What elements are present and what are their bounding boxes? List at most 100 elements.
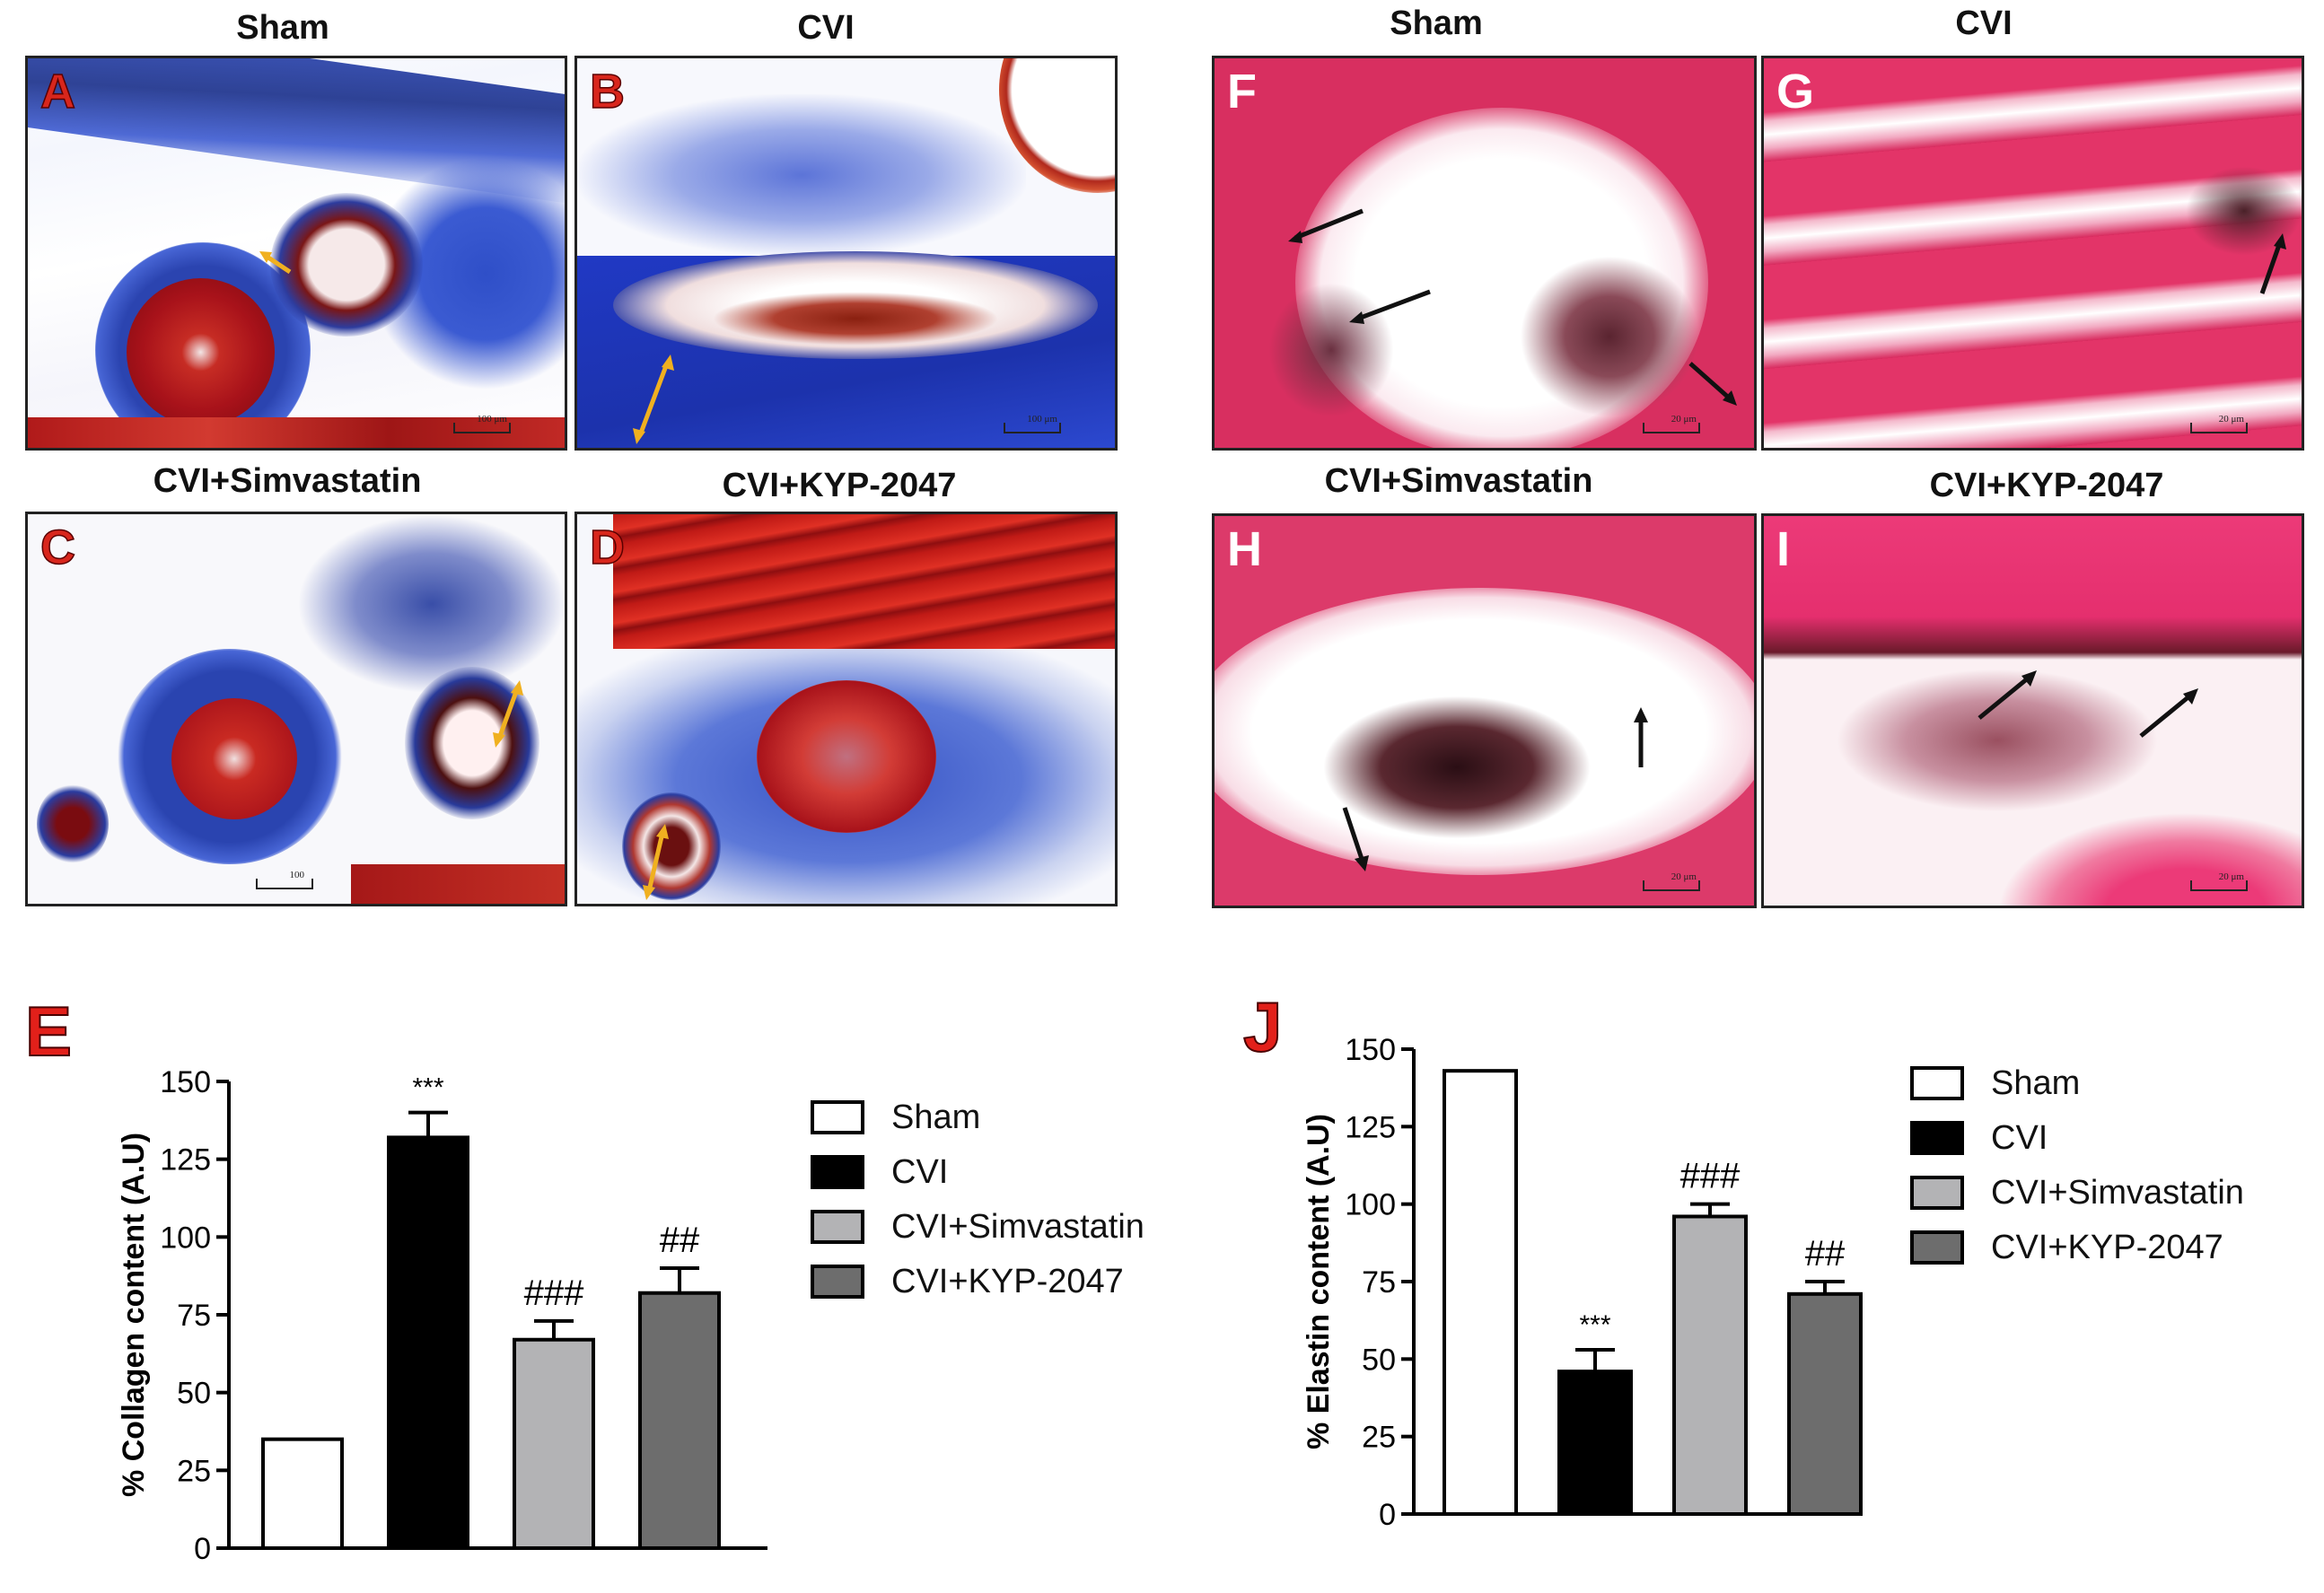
collagen-band — [297, 514, 565, 694]
y-tick-label: 25 — [177, 1454, 211, 1488]
collagen-band — [577, 94, 1026, 256]
arrow-head — [656, 824, 669, 839]
elastin-arrow — [1978, 676, 2030, 720]
arrow-overlay — [259, 251, 292, 275]
y-tick-label: 125 — [160, 1143, 211, 1177]
significance-label: *** — [412, 1073, 443, 1103]
scale-bar — [2190, 423, 2248, 433]
legend-label: CVI — [1991, 1119, 2048, 1157]
small-vessel — [37, 783, 109, 864]
muscle-band — [613, 514, 1115, 667]
y-tick-label: 50 — [177, 1377, 211, 1411]
legend-swatch — [1910, 1176, 1964, 1210]
panel-letter-a: A — [39, 65, 76, 118]
y-tick-label: 0 — [1379, 1498, 1396, 1532]
legend-label: CVI+KYP-2047 — [1991, 1229, 2223, 1266]
bar — [387, 1135, 469, 1550]
collagen-thickness-arrow — [637, 363, 670, 436]
micrograph-a: A 100 μm — [25, 56, 567, 451]
elastin-chart: 0 25 50 75 100 125 150 % Elastin content (A.U) *… — [1302, 1033, 2244, 1532]
scale-bar — [1643, 423, 1700, 433]
legend-label: CVI+Simvastatin — [1991, 1174, 2244, 1212]
bar — [1443, 1069, 1518, 1516]
bar — [1787, 1291, 1863, 1516]
vein-wall — [270, 193, 423, 337]
y-tick-label: 150 — [160, 1065, 211, 1099]
blood-cells — [1268, 283, 1394, 417]
significance-label: *** — [1579, 1310, 1610, 1340]
elastin-arrow — [2259, 241, 2283, 294]
elastin-arrow — [1294, 208, 1364, 241]
elastin-arrow — [1688, 362, 1732, 401]
panel-letter-f: F — [1227, 65, 1257, 118]
legend-swatch — [811, 1210, 864, 1244]
panel-a-title: Sham — [236, 9, 329, 47]
arrow-head — [1634, 707, 1648, 722]
y-tick-label: 50 — [1362, 1343, 1396, 1377]
micrograph-g: G 20 μm — [1761, 56, 2304, 451]
scale-bar — [453, 423, 511, 433]
arrow-head — [2021, 670, 2037, 687]
scale-bar — [1643, 880, 1700, 891]
bar — [261, 1437, 344, 1550]
y-axis-label: % Collagen content (A.U) — [117, 1133, 151, 1497]
legend-swatch — [811, 1100, 864, 1134]
scale-label: 20 μm — [2218, 871, 2244, 882]
vessel-wall — [1764, 516, 2302, 660]
panel-f-title: Sham — [1390, 4, 1483, 42]
arrow-head — [2183, 688, 2198, 705]
panel-i-title: CVI+KYP-2047 — [1929, 467, 2164, 504]
scale-bar — [256, 879, 313, 889]
panel-c-title: CVI+Simvastatin — [153, 462, 422, 500]
bar — [513, 1337, 595, 1550]
arrow-head — [1355, 855, 1369, 871]
blood-cells — [1836, 669, 2159, 812]
panel-letter-b: B — [589, 65, 626, 118]
y-tick-label: 75 — [177, 1299, 211, 1333]
significance-label: ### — [524, 1274, 584, 1313]
legend-label: CVI+Simvastatin — [891, 1208, 1144, 1246]
arrow-overlay — [1978, 670, 2198, 738]
arrow-head — [493, 732, 505, 748]
scale-label: 20 μm — [1671, 414, 1697, 425]
panel-d-title: CVI+KYP-2047 — [722, 467, 957, 504]
panel-b-title: CVI — [797, 9, 855, 47]
arrow-overlay — [633, 354, 674, 444]
red-cells — [712, 292, 999, 346]
bar — [638, 1291, 721, 1550]
micrograph-h: H 20 μm — [1212, 513, 1757, 908]
legend-label: CVI — [891, 1153, 948, 1191]
y-tick-label: 100 — [1345, 1188, 1396, 1222]
scale-label: 20 μm — [1671, 871, 1697, 882]
micrograph-d: D — [574, 512, 1118, 906]
scale-label: 100 μm — [477, 414, 507, 425]
legend-swatch — [811, 1155, 864, 1189]
arrow-overlay — [1342, 707, 1648, 871]
blood-cells — [1520, 256, 1699, 417]
panel-letter-h: H — [1227, 522, 1262, 576]
arrow-head — [511, 680, 523, 696]
bar — [1672, 1214, 1748, 1516]
y-axis-label: % Elastin content (A.U) — [1302, 1114, 1336, 1449]
significance-label: ## — [660, 1221, 700, 1260]
arrow-head — [662, 354, 674, 371]
panel-letter-c: C — [39, 521, 76, 574]
arrow-head — [633, 428, 645, 444]
elastin-arrow — [1342, 807, 1365, 862]
legend-swatch — [1910, 1230, 1964, 1265]
artery — [127, 278, 275, 426]
y-tick-label: 100 — [160, 1221, 211, 1255]
arrow-head — [1349, 311, 1364, 324]
artery — [171, 698, 297, 819]
vein-lumen — [622, 792, 721, 900]
y-tick-label: 0 — [194, 1532, 211, 1566]
collagen-chart: 0 25 50 75 100 125 150 % Collagen content (A.U)… — [117, 1065, 1144, 1566]
arrow-overlay — [493, 680, 523, 748]
chart-letter-e: E — [24, 992, 73, 1071]
artery — [757, 680, 936, 833]
collagen-thickness-arrow — [264, 253, 292, 275]
elastin-arrow — [2139, 694, 2192, 738]
legend-label: CVI+KYP-2047 — [891, 1263, 1124, 1300]
arrow-head — [643, 885, 655, 900]
arrow-head — [259, 251, 272, 263]
